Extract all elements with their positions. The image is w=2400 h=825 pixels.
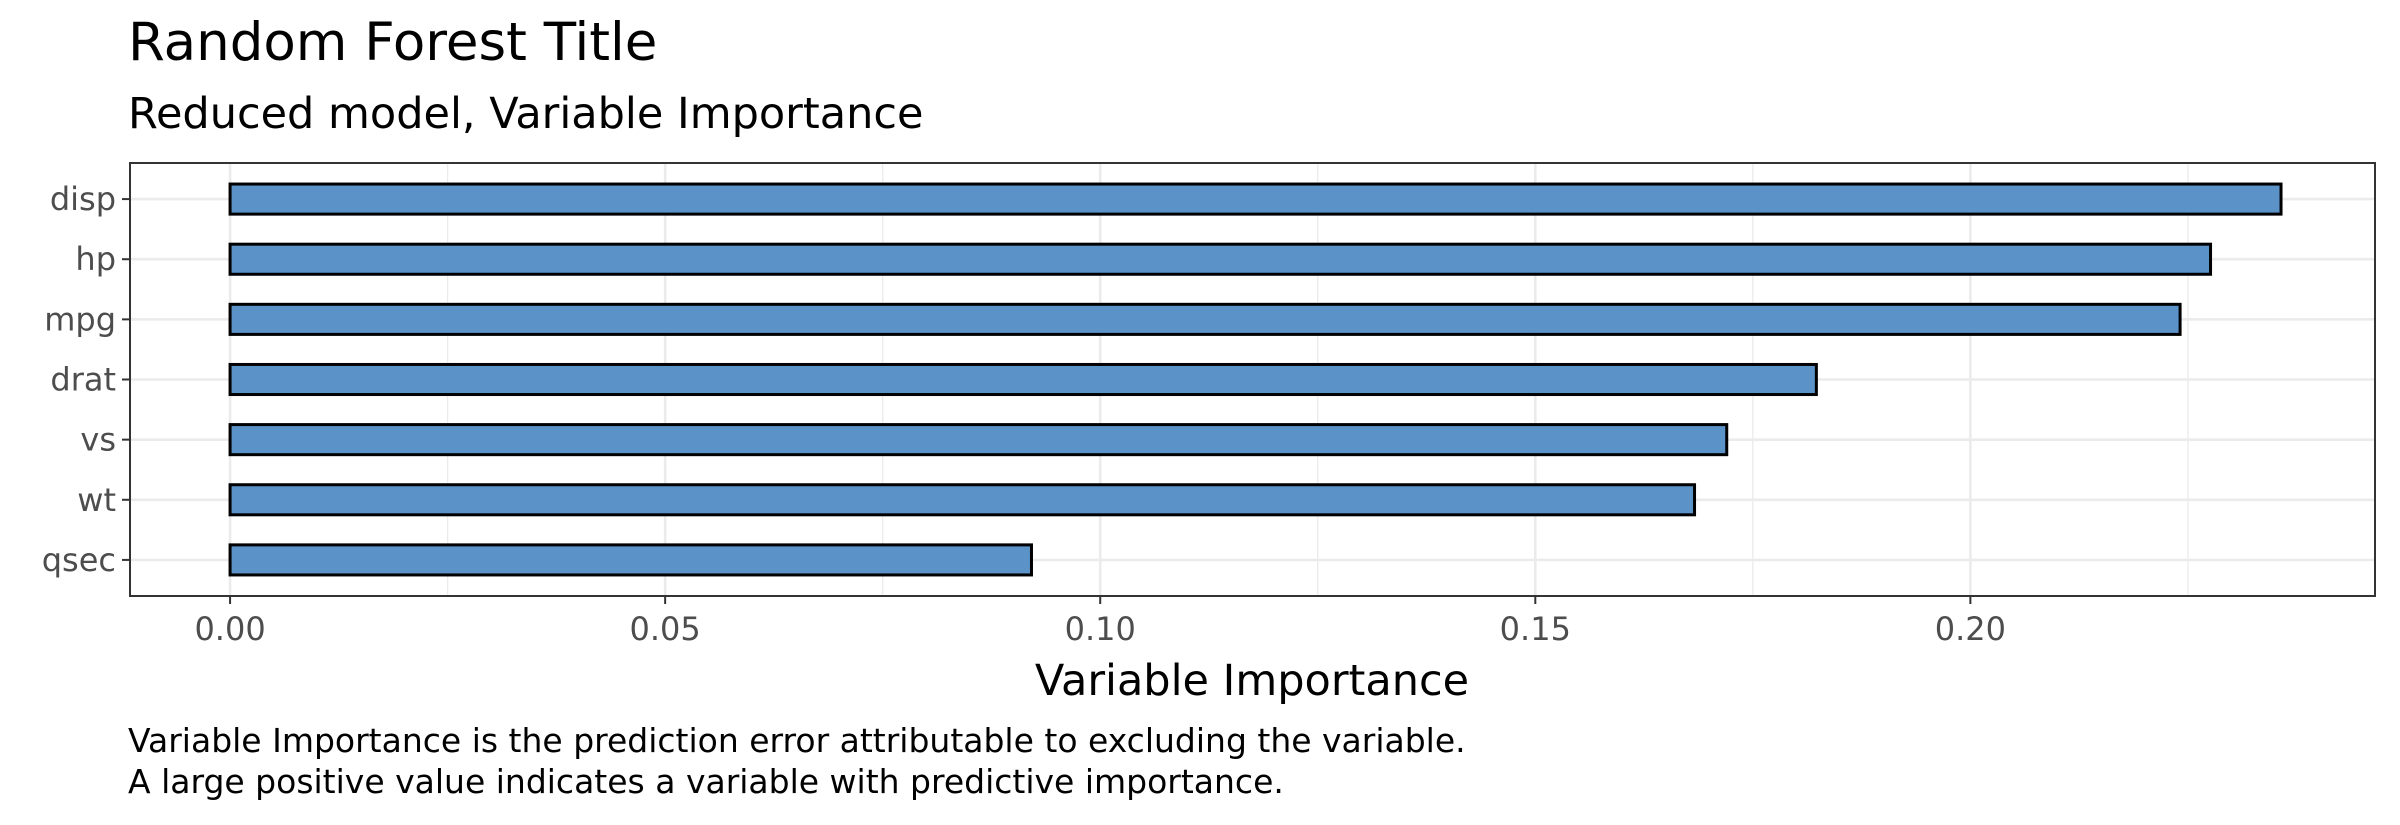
x-axis: 0.00 0.05 0.10 0.15 0.20 (194, 596, 2006, 648)
chart-subtitle: Reduced model, Variable Importance (128, 89, 923, 139)
x-tick-label: 0.10 (1065, 610, 1136, 648)
y-tick-label-mpg: mpg (44, 300, 116, 338)
x-axis-title: Variable Importance (1035, 656, 1469, 706)
bar-hp (228, 242, 2213, 276)
y-tick-label-qsec: qsec (42, 541, 116, 579)
y-tick-label-hp: hp (75, 240, 116, 278)
bar-mpg (228, 302, 2182, 336)
x-tick-label: 0.15 (1500, 610, 1571, 648)
y-tick-label-disp: disp (50, 180, 116, 218)
bar-wt (228, 483, 1697, 517)
bar-drat (228, 362, 1818, 397)
bar-qsec (228, 543, 1033, 577)
caption-line-2: A large positive value indicates a varia… (128, 762, 1284, 801)
y-axis: disp hp mpg drat vs wt qsec (42, 180, 130, 579)
chart-title: Random Forest Title (128, 12, 657, 73)
bar-vs (228, 423, 1729, 457)
plot-panel (129, 162, 2376, 597)
y-tick-label-drat: drat (50, 361, 116, 399)
y-tick-label-vs: vs (80, 421, 116, 459)
y-tick-label-wt: wt (77, 481, 116, 519)
bars (228, 182, 2283, 577)
x-tick-label: 0.00 (194, 610, 265, 648)
bar-disp (228, 182, 2283, 216)
x-tick-label: 0.05 (630, 610, 701, 648)
x-tick-label: 0.20 (1935, 610, 2006, 648)
caption-line-1: Variable Importance is the prediction er… (128, 721, 1466, 760)
